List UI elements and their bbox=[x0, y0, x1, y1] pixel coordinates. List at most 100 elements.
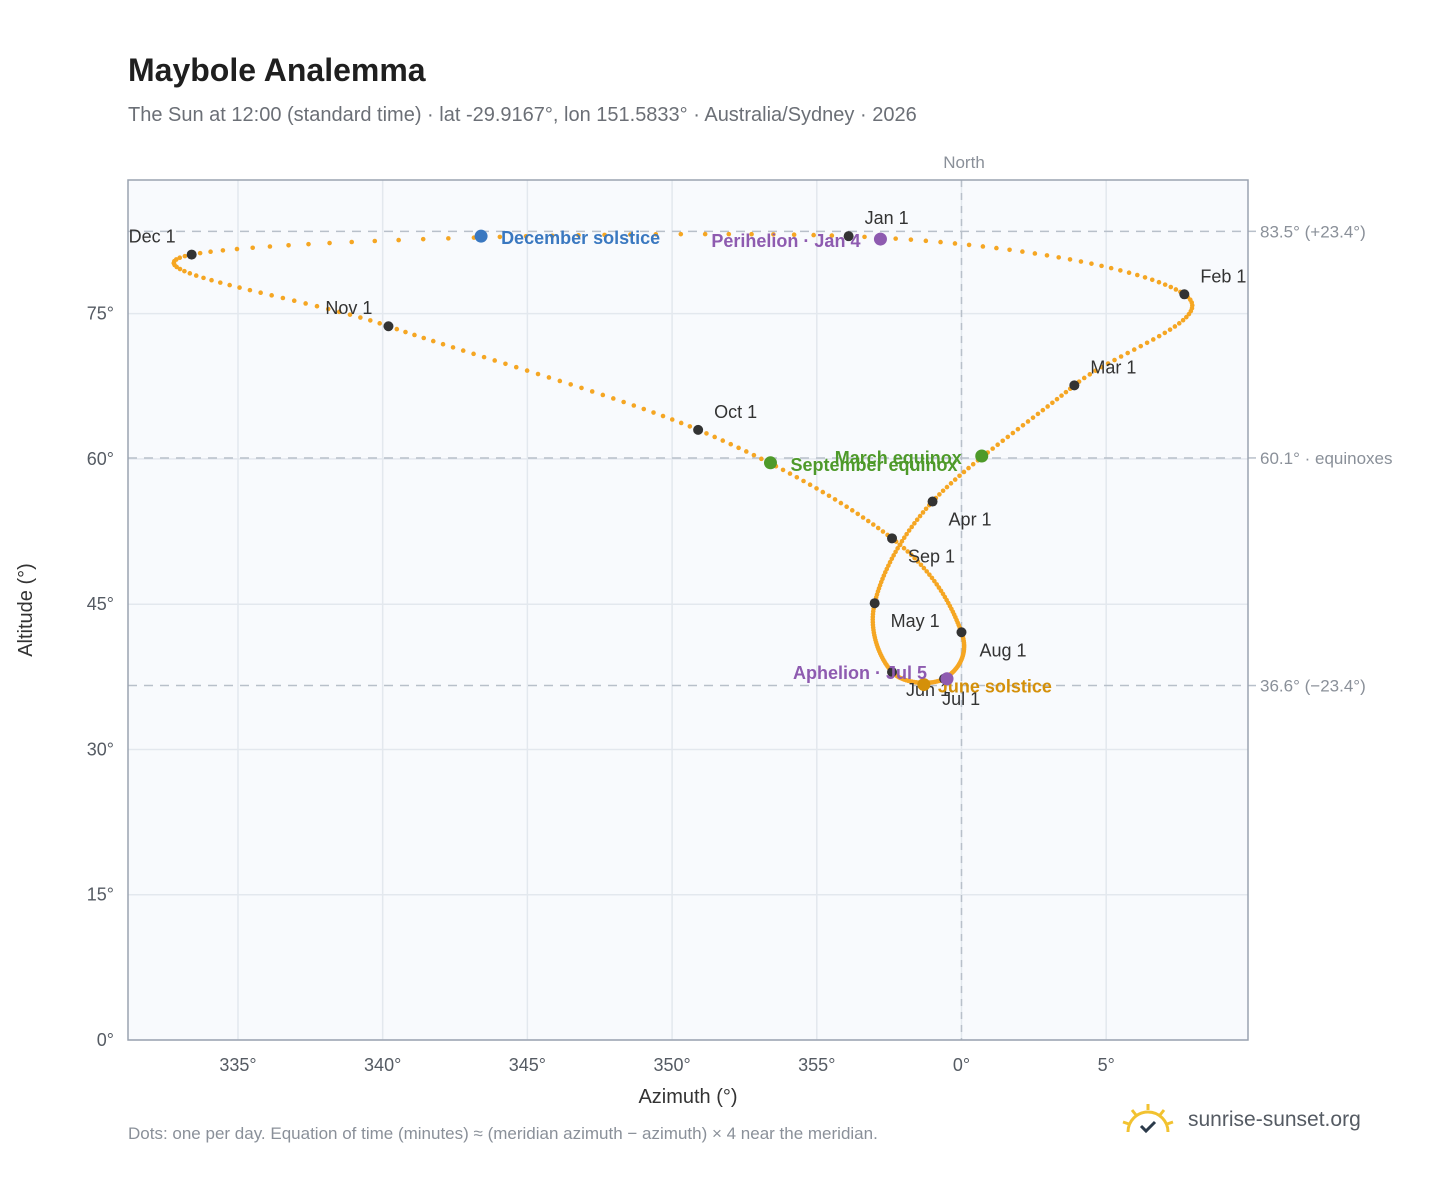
north-label: North bbox=[943, 153, 985, 172]
daily-sun-dot bbox=[280, 295, 286, 301]
footnote: Dots: one per day. Equation of time (min… bbox=[128, 1124, 878, 1143]
daily-sun-dot bbox=[920, 510, 926, 515]
month-marker-label: Sep 1 bbox=[908, 546, 955, 566]
daily-sun-dot bbox=[893, 549, 898, 555]
month-marker-label: Dec 1 bbox=[129, 227, 176, 247]
daily-sun-dot bbox=[899, 538, 905, 544]
daily-sun-dot bbox=[1020, 422, 1026, 428]
daily-sun-dot bbox=[325, 306, 331, 312]
daily-sun-dot bbox=[787, 471, 793, 476]
daily-sun-dot bbox=[1156, 279, 1162, 285]
daily-sun-dot bbox=[970, 461, 976, 467]
event-marker-label: September equinox bbox=[790, 455, 957, 475]
daily-sun-dot bbox=[1108, 265, 1114, 271]
daily-sun-dot bbox=[349, 239, 355, 245]
daily-sun-dot bbox=[1050, 400, 1055, 406]
daily-sun-dot bbox=[421, 335, 427, 341]
event-marker-dot bbox=[873, 232, 887, 246]
month-marker-dot bbox=[956, 627, 967, 638]
daily-sun-dot bbox=[1168, 284, 1174, 290]
daily-sun-dot bbox=[1125, 350, 1130, 356]
daily-sun-dot bbox=[912, 555, 917, 561]
event-marker-label: December solstice bbox=[501, 228, 660, 248]
event-marker-label: June solstice bbox=[938, 677, 1052, 697]
daily-sun-dot bbox=[557, 378, 563, 384]
daily-sun-dot bbox=[394, 326, 400, 332]
daily-sun-dot bbox=[736, 445, 741, 451]
month-marker-label: Jan 1 bbox=[865, 208, 909, 228]
daily-sun-dot bbox=[377, 321, 382, 326]
daily-sun-dot bbox=[929, 575, 935, 581]
reference-line-label: 83.5° (+23.4°) bbox=[1260, 222, 1366, 241]
daily-sun-dot bbox=[923, 238, 929, 244]
daily-sun-dot bbox=[820, 489, 826, 495]
daily-sun-dot bbox=[327, 240, 332, 246]
daily-sun-dot bbox=[234, 246, 240, 252]
daily-sun-dot bbox=[1144, 340, 1150, 346]
daily-sun-dot bbox=[237, 285, 242, 290]
daily-sun-dot bbox=[780, 467, 786, 473]
daily-sun-dot bbox=[523, 234, 529, 239]
daily-sun-dot bbox=[1126, 270, 1132, 276]
axis-ticks: 335° 340° 345° 350° 355° 0° 5° 0° 15° 30° 45° 60° 75… bbox=[87, 304, 1115, 1075]
daily-sun-dot bbox=[403, 329, 408, 335]
daily-sun-dot bbox=[247, 287, 253, 293]
x-tick-label: 350° bbox=[653, 1055, 690, 1075]
daily-sun-dot bbox=[801, 478, 806, 484]
daily-sun-dot bbox=[1173, 287, 1179, 292]
daily-sun-dot bbox=[814, 486, 819, 491]
month-marker-dot bbox=[1069, 380, 1080, 391]
daily-sun-dot bbox=[367, 318, 373, 323]
daily-sun-dot bbox=[1162, 330, 1168, 336]
daily-sun-dot bbox=[1180, 317, 1186, 323]
daily-sun-dot bbox=[924, 569, 930, 574]
month-marker-label: Jun 1 bbox=[906, 680, 950, 700]
daily-sun-dot bbox=[1059, 393, 1064, 398]
month-marker-label: Jul 1 bbox=[942, 689, 980, 709]
daily-sun-dot bbox=[1131, 347, 1137, 352]
daily-sun-dot bbox=[678, 420, 684, 426]
daily-sun-dot bbox=[513, 364, 519, 370]
month-marker-dot bbox=[887, 666, 898, 677]
month-marker-dot bbox=[1179, 289, 1190, 300]
daily-sun-dot bbox=[471, 351, 476, 357]
y-tick-label: 60° bbox=[87, 449, 114, 469]
chart-title: Maybole Analemma bbox=[128, 52, 426, 88]
daily-sun-dot bbox=[855, 511, 861, 517]
month-marker-dot bbox=[887, 533, 898, 544]
daily-sun-dot bbox=[937, 492, 942, 497]
x-axis-label: Azimuth (°) bbox=[638, 1086, 737, 1108]
daily-sun-dot bbox=[420, 236, 426, 242]
daily-sun-dot bbox=[460, 348, 466, 353]
daily-sun-dot bbox=[1044, 253, 1050, 258]
daily-sun-dot bbox=[807, 482, 813, 488]
daily-sun-dot bbox=[891, 553, 896, 558]
brand-text: sunrise-sunset.org bbox=[1188, 1108, 1361, 1131]
event-marker-label: March equinox bbox=[835, 448, 962, 468]
daily-sun-dot bbox=[1087, 372, 1093, 377]
daily-sun-dot bbox=[177, 255, 183, 261]
plot-frame bbox=[127, 179, 1249, 1041]
daily-sun-dot bbox=[829, 233, 835, 238]
daily-sun-dot bbox=[957, 473, 962, 479]
event-marker-dot bbox=[975, 449, 989, 463]
daily-sun-dot bbox=[865, 518, 871, 524]
daily-sun-dot bbox=[651, 410, 656, 415]
daily-sun-dot bbox=[912, 521, 917, 526]
brand[interactable]: sunrise-sunset.org bbox=[1120, 1102, 1361, 1138]
daily-sun-dot bbox=[182, 253, 188, 259]
daily-sun-dot bbox=[303, 301, 308, 306]
daily-sun-dot bbox=[1020, 249, 1025, 254]
daily-sun-dot bbox=[934, 582, 940, 587]
daily-sun-dot bbox=[1000, 438, 1006, 444]
event-marker-dot bbox=[917, 678, 931, 692]
daily-sun-dot bbox=[687, 424, 693, 429]
month-marker-dot bbox=[843, 231, 854, 242]
daily-sun-dot bbox=[497, 234, 503, 240]
daily-sun-dot bbox=[915, 559, 921, 564]
daily-sun-dot bbox=[720, 438, 726, 443]
daily-sun-dot bbox=[1063, 389, 1069, 395]
daily-sun-dot bbox=[1030, 415, 1036, 420]
daily-sun-dot bbox=[258, 290, 263, 296]
